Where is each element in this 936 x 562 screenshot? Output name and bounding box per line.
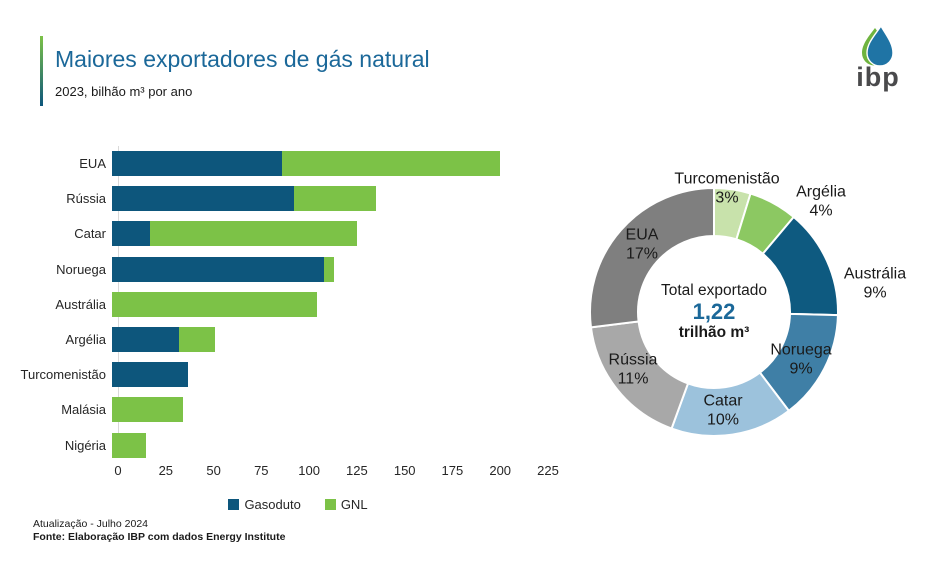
bar-track: [112, 362, 189, 388]
bar-category-label: Catar: [74, 226, 106, 242]
bar-row: Rússia: [0, 181, 560, 216]
bar-row: Argélia: [0, 322, 560, 357]
x-axis-tick: 150: [393, 463, 416, 478]
donut-label-pct: 11%: [617, 370, 649, 387]
legend-label-gasoduto: Gasoduto: [244, 497, 301, 512]
donut-label-name: Turcomenistão: [674, 170, 780, 188]
donut-label-name: Rússia: [608, 351, 658, 369]
bar-category-label: Austrália: [55, 296, 106, 312]
donut-label-turcomenistao: Turcomenistão 3%: [674, 171, 779, 208]
donut-label-name: Noruega: [770, 341, 832, 359]
donut-label-pct: 4%: [809, 202, 833, 219]
x-axis-tick: 50: [206, 463, 221, 478]
bar-segment-gnl: [112, 432, 147, 458]
donut-label-noruega: Noruega 9%: [770, 342, 831, 379]
title-accent-bar: [40, 36, 43, 106]
bar-row: Nigéria: [0, 428, 560, 463]
bar-category-label: Turcomenistão: [20, 367, 107, 383]
bar-segment-gnl: [112, 291, 317, 317]
bar-segment-gnl: [324, 256, 334, 282]
bar-category-label: Rússia: [66, 191, 106, 207]
legend-swatch-gnl: [324, 499, 336, 510]
bar-segment-gasoduto: [112, 186, 294, 212]
bar-segment-gnl: [150, 221, 357, 247]
bar-segment-gnl: [282, 151, 500, 177]
donut-center-label: Total exportado: [661, 282, 767, 299]
bar-segment-gasoduto: [112, 256, 325, 282]
donut-center-text: Total exportado 1,22 trilhão m³: [634, 281, 794, 343]
bar-category-label: Nigéria: [64, 437, 106, 453]
bar-row: Catar: [0, 216, 560, 251]
page-title: Maiores exportadores de gás natural: [55, 46, 430, 72]
legend-label-gnl: GNL: [340, 497, 368, 512]
x-axis: 0 25 50 75 100 125 150 175 200 225: [114, 463, 558, 479]
donut-label-pct: 17%: [625, 245, 659, 262]
bar-segment-gasoduto: [112, 221, 151, 247]
bar-rows: EUA Rússia Catar Noruega Austrália Argélia Tur…: [0, 146, 560, 463]
bar-segment-gasoduto: [112, 151, 283, 177]
donut-label-pct: 9%: [789, 360, 813, 377]
legend-swatch-gasoduto: [228, 499, 240, 510]
donut-label-catar: Catar 10%: [703, 393, 742, 430]
donut-label-eua: EUA 17%: [626, 227, 659, 264]
logo-text: ibp: [856, 62, 900, 92]
x-axis-tick: 75: [254, 463, 269, 478]
bar-category-label: Argélia: [65, 332, 106, 348]
bar-row: Noruega: [0, 252, 560, 287]
donut-label-name: Austrália: [843, 265, 907, 283]
x-axis-tick: 0: [114, 463, 122, 478]
donut-center-unit: trilhão m³: [678, 324, 750, 341]
bar-segment-gnl: [293, 186, 376, 212]
bar-row: Turcomenistão: [0, 357, 560, 392]
legend-item-gasoduto: Gasoduto: [228, 497, 301, 512]
bar-track: [112, 186, 376, 212]
donut-segment-eua: [589, 187, 715, 329]
donut-label-name: Catar: [703, 392, 743, 410]
bar-track: [112, 432, 147, 458]
legend: Gasoduto GNL: [118, 497, 478, 512]
bar-category-label: Malásia: [61, 402, 106, 418]
donut-label-argelia: Argélia 4%: [796, 184, 846, 221]
donut-label-pct: 9%: [863, 284, 887, 301]
donut-label-name: Argélia: [796, 183, 846, 201]
donut-label-australia: Austrália 9%: [844, 266, 906, 303]
bar-track: [112, 397, 183, 423]
bar-segment-gasoduto: [112, 327, 179, 353]
bar-category-label: EUA: [79, 156, 106, 172]
update-note: Atualização - Julho 2024: [33, 518, 148, 530]
bar-track: [112, 327, 216, 353]
bar-track: [112, 256, 334, 282]
bar-segment-gasoduto: [112, 362, 189, 388]
ibp-logo: ibp: [842, 24, 914, 92]
bar-track: [112, 291, 317, 317]
donut-label-name: EUA: [625, 226, 659, 244]
bar-segment-gnl: [178, 327, 216, 353]
x-axis-tick: 25: [158, 463, 174, 478]
donut-label-russia: Rússia 11%: [609, 352, 658, 389]
bar-row: Austrália: [0, 287, 560, 322]
donut-ring: [589, 187, 839, 437]
x-axis-tick: 225: [537, 463, 559, 478]
x-axis-tick: 200: [489, 463, 512, 478]
bar-category-label: Noruega: [56, 261, 106, 277]
bar-track: [112, 151, 500, 177]
donut-center-value: 1,22: [692, 299, 736, 324]
bar-row: Malásia: [0, 392, 560, 427]
x-axis-tick: 175: [441, 463, 464, 478]
bar-track: [112, 221, 357, 247]
donut-label-pct: 3%: [715, 189, 739, 206]
donut-label-pct: 10%: [706, 411, 740, 428]
bar-row: EUA: [0, 146, 560, 181]
page-subtitle: 2023, bilhão m³ por ano: [55, 84, 193, 99]
x-axis-tick: 125: [346, 463, 368, 478]
legend-item-gnl: GNL: [324, 497, 368, 512]
bar-segment-gnl: [112, 397, 183, 423]
source-note: Fonte: Elaboração IBP com dados Energy I…: [33, 531, 286, 543]
drop-icon: [862, 24, 894, 67]
x-axis-tick: 100: [298, 463, 320, 478]
bar-chart: EUA Rússia Catar Noruega Austrália Argélia Tur…: [0, 146, 560, 512]
